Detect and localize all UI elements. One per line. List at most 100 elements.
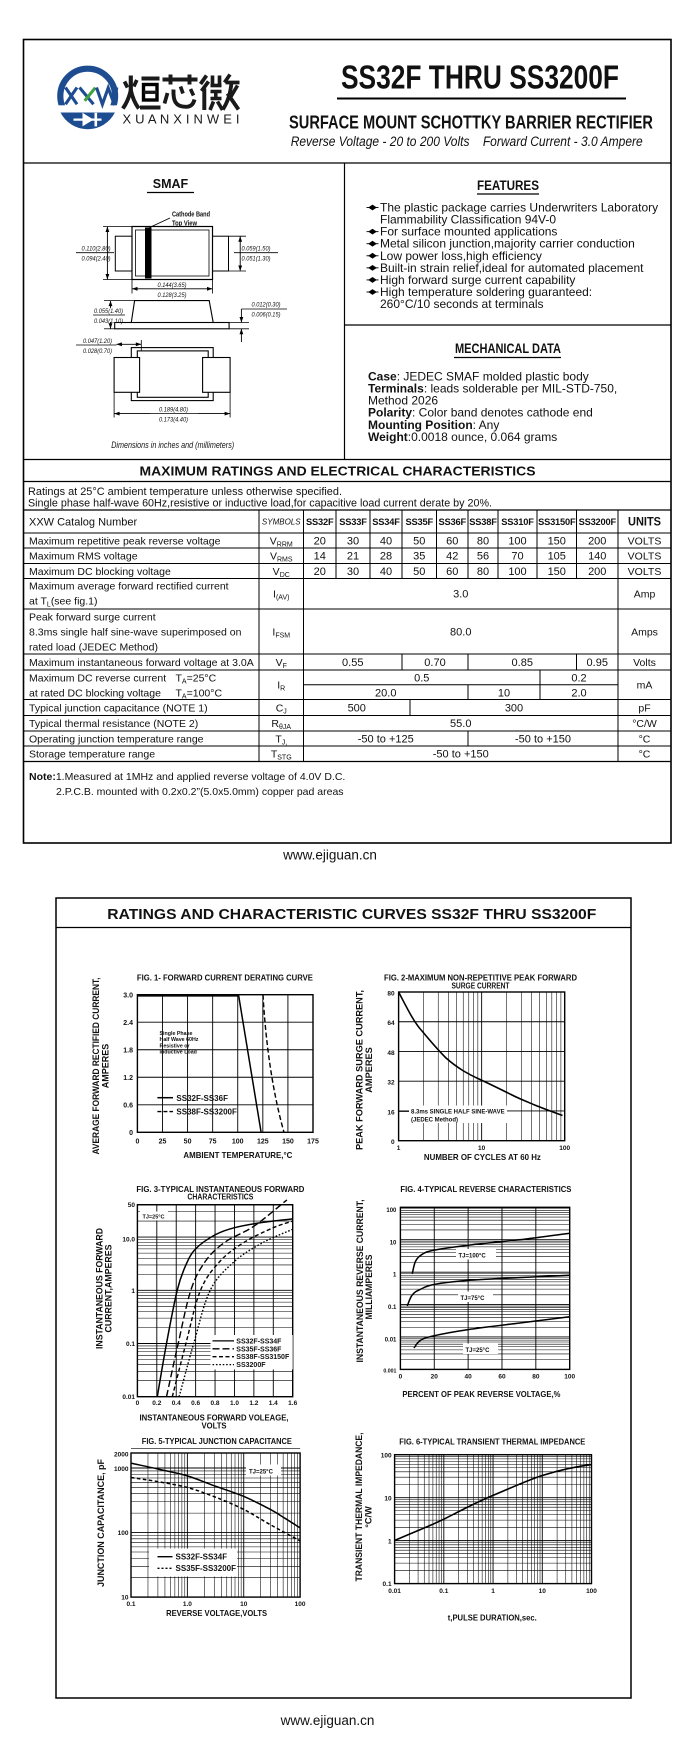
- svg-text:0.6: 0.6: [191, 1400, 200, 1407]
- svg-text:10: 10: [498, 687, 510, 699]
- svg-text:Polarity: Color band denotes c: Polarity: Color band denotes cathode end: [368, 406, 593, 420]
- svg-text:20: 20: [314, 566, 326, 578]
- svg-text:1: 1: [388, 1538, 392, 1545]
- svg-text:(JEDEC Method): (JEDEC Method): [411, 1118, 458, 1124]
- svg-text:0.8: 0.8: [211, 1400, 220, 1407]
- svg-text:10: 10: [384, 1495, 392, 1502]
- svg-text:0: 0: [129, 1130, 133, 1137]
- svg-text:50: 50: [184, 1139, 192, 1146]
- svg-text:0.1: 0.1: [126, 1601, 135, 1608]
- svg-text:100: 100: [232, 1139, 244, 1146]
- svg-text:80: 80: [532, 1373, 540, 1380]
- svg-text:TA=25°C: TA=25°C: [176, 673, 217, 686]
- svg-text:200: 200: [588, 566, 606, 578]
- svg-text:100: 100: [508, 535, 526, 547]
- svg-text:-50 to +150: -50 to +150: [515, 733, 571, 745]
- svg-text:10: 10: [390, 1240, 397, 1246]
- svg-text:Peak forward surge current: Peak forward surge current: [29, 612, 156, 624]
- svg-text:SS32F-SS34F: SS32F-SS34F: [176, 1553, 228, 1562]
- svg-text:1.0: 1.0: [230, 1400, 239, 1407]
- svg-text:FIG. 5-TYPICAL JUNCTION CAPACI: FIG. 5-TYPICAL JUNCTION CAPACITANCE: [142, 1437, 293, 1446]
- svg-text:AMPERES: AMPERES: [364, 1047, 374, 1092]
- svg-text:80.0: 80.0: [450, 626, 471, 638]
- svg-text:INSTANTANEOUS FORWARD VOLEAGE,: INSTANTANEOUS FORWARD VOLEAGE,: [140, 1413, 289, 1422]
- svg-text:inductive Load: inductive Load: [160, 1050, 197, 1056]
- svg-text:Ratings at 25°C ambient temper: Ratings at 25°C ambient temperature unle…: [28, 486, 342, 498]
- svg-text:0.051(1.30): 0.051(1.30): [242, 256, 271, 263]
- svg-text:TJ=25°C: TJ=25°C: [143, 1215, 165, 1221]
- svg-text:50: 50: [128, 1202, 136, 1209]
- svg-text:80: 80: [387, 991, 395, 998]
- svg-text:100: 100: [564, 1373, 575, 1380]
- svg-text:°C/W: °C/W: [363, 1506, 373, 1528]
- svg-text:140: 140: [588, 551, 606, 563]
- svg-text:0: 0: [136, 1400, 140, 1407]
- svg-text:NUMBER OF CYCLES AT 60 Hz: NUMBER OF CYCLES AT 60 Hz: [424, 1152, 541, 1162]
- svg-text:0.189(4.80): 0.189(4.80): [159, 407, 188, 414]
- svg-text:UNITS: UNITS: [628, 517, 661, 529]
- svg-text:VRMS: VRMS: [270, 551, 293, 564]
- svg-text:75: 75: [209, 1139, 217, 1146]
- svg-text:10: 10: [478, 1145, 486, 1152]
- svg-text:0: 0: [135, 1139, 139, 1146]
- svg-text:SS35F-SS3200F: SS35F-SS3200F: [176, 1564, 237, 1573]
- svg-text:XXW Catalog Number: XXW Catalog Number: [29, 517, 138, 529]
- svg-text:80: 80: [477, 566, 489, 578]
- svg-text:0.012(0.30): 0.012(0.30): [252, 302, 281, 309]
- svg-text:AMBIENT TEMPERATURE,°C: AMBIENT TEMPERATURE,°C: [183, 1150, 292, 1160]
- svg-text:SS38F: SS38F: [469, 517, 497, 527]
- svg-text:30: 30: [347, 566, 359, 578]
- svg-text:14: 14: [314, 551, 326, 563]
- svg-text:INSTANTANEOUS REVERSE CURRENT,: INSTANTANEOUS REVERSE CURRENT,: [355, 1200, 365, 1363]
- svg-text:FEATURES: FEATURES: [477, 178, 539, 193]
- svg-text:SS32F THRU SS3200F: SS32F THRU SS3200F: [341, 59, 619, 96]
- svg-text:0: 0: [399, 1373, 403, 1380]
- svg-text:8.3ms SINGLE HALF SINE-WAVE: 8.3ms SINGLE HALF SINE-WAVE: [411, 1110, 505, 1116]
- svg-text:SS32F-SS36F: SS32F-SS36F: [176, 1094, 228, 1103]
- svg-text:Maximum instantaneous forward: Maximum instantaneous forward voltage at…: [29, 657, 254, 669]
- svg-text:Weight:0.0018 ounce, 0.064 gra: Weight:0.0018 ounce, 0.064 grams: [368, 430, 557, 444]
- svg-text:Maximum average forward rectif: Maximum average forward rectified curren…: [29, 581, 229, 593]
- svg-text:JUNCTION CAPACITANCE, pF: JUNCTION CAPACITANCE, pF: [96, 1459, 106, 1587]
- svg-text:PEAK FORWARD SURGE CURRENT,: PEAK FORWARD SURGE CURRENT,: [355, 990, 365, 1150]
- svg-text:100: 100: [381, 1453, 392, 1460]
- svg-text:INSTANTANEOUS FORWARD: INSTANTANEOUS FORWARD: [95, 1228, 105, 1349]
- svg-text:1: 1: [393, 1273, 397, 1279]
- svg-text:3.0: 3.0: [123, 992, 133, 999]
- svg-text:0.01: 0.01: [388, 1588, 401, 1595]
- svg-text:30: 30: [347, 535, 359, 547]
- svg-text:2000: 2000: [114, 1452, 129, 1459]
- svg-text:Mounting Position: Any: Mounting Position: Any: [368, 418, 499, 432]
- svg-text:0.173(4.40): 0.173(4.40): [159, 417, 188, 424]
- svg-text:VOLTS: VOLTS: [628, 535, 662, 547]
- svg-text:AVERAGE FORWARD RECTIFIED CURR: AVERAGE FORWARD RECTIFIED CURRENT,: [91, 978, 101, 1155]
- svg-text:rated load (JEDEC Method): rated load (JEDEC Method): [29, 642, 158, 654]
- svg-text:TJ=75°C: TJ=75°C: [461, 1296, 486, 1302]
- svg-text:0.1: 0.1: [439, 1588, 448, 1595]
- svg-text:0.144(3.65): 0.144(3.65): [158, 282, 187, 289]
- svg-text:0.1: 0.1: [388, 1305, 397, 1311]
- svg-text:Half Wave 60Hz: Half Wave 60Hz: [160, 1037, 199, 1043]
- svg-text:42: 42: [446, 551, 458, 563]
- svg-text:SS33F: SS33F: [339, 517, 367, 527]
- svg-text:FIG. 1- FORWARD CURRENT DERATI: FIG. 1- FORWARD CURRENT DERATING CURVE: [137, 974, 314, 983]
- svg-text:Storage temperature range: Storage temperature range: [29, 749, 155, 761]
- svg-text:CJ: CJ: [276, 702, 287, 715]
- svg-text:Low power loss,high efficiency: Low power loss,high efficiency: [380, 249, 542, 263]
- svg-text:Maximum DC reverse current: Maximum DC reverse current: [29, 673, 166, 685]
- svg-text:Typical junction capacitance (: Typical junction capacitance (NOTE 1): [29, 702, 208, 714]
- svg-text:SS36F: SS36F: [439, 517, 467, 527]
- svg-text:Reverse Voltage - 20 to 200 Vo: Reverse Voltage - 20 to 200 Volts Forwar…: [291, 134, 643, 149]
- svg-text:100: 100: [508, 566, 526, 578]
- svg-text:100: 100: [118, 1530, 129, 1537]
- svg-text:1.0: 1.0: [183, 1601, 192, 1608]
- svg-text:SS38F-SS3150F: SS38F-SS3150F: [236, 1354, 290, 1361]
- svg-text:Dimensions in inches and (mill: Dimensions in inches and (millimeters): [111, 440, 234, 450]
- svg-text:TRANSIENT THERMAL IMPEDANCE,: TRANSIENT THERMAL IMPEDANCE,: [354, 1433, 364, 1582]
- svg-text:0.70: 0.70: [424, 657, 445, 669]
- svg-text:260°C/10 seconds at terminals: 260°C/10 seconds at terminals: [380, 297, 544, 311]
- svg-text:pF: pF: [638, 702, 650, 714]
- svg-text:mA: mA: [637, 680, 653, 692]
- svg-text:0.043(1.10): 0.043(1.10): [94, 318, 123, 325]
- svg-text:21: 21: [347, 551, 359, 563]
